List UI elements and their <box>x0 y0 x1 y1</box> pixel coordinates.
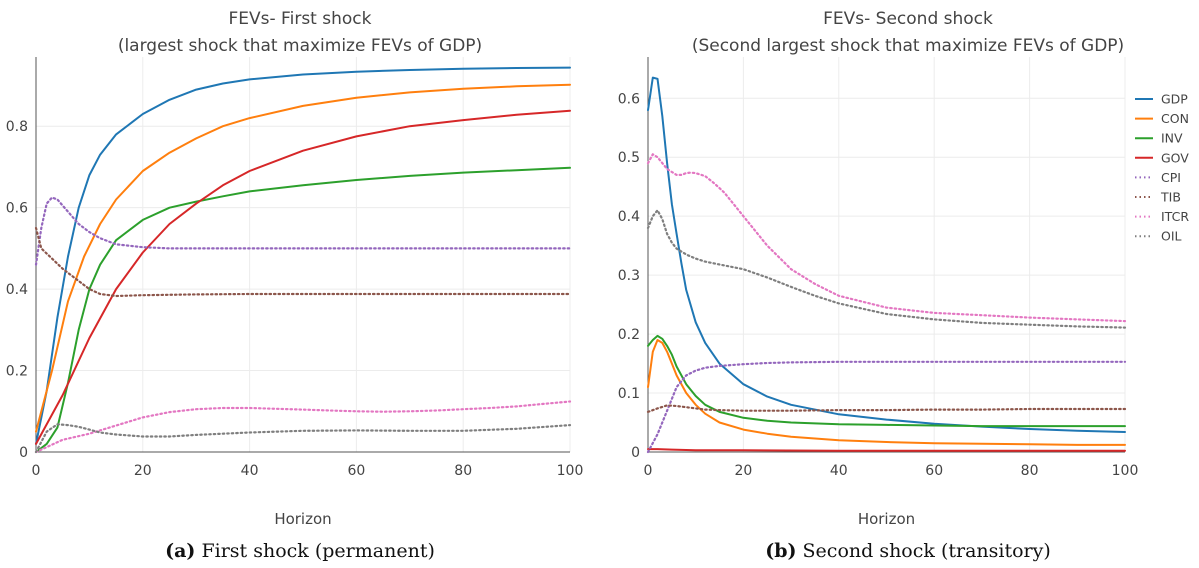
y-tick-label: 0.4 <box>6 282 28 298</box>
x-tick-label: 20 <box>734 463 752 479</box>
y-tick-label: 0.8 <box>6 119 28 135</box>
x-tick-label: 100 <box>557 463 584 479</box>
caption-a-text: First shock (permanent) <box>195 540 434 562</box>
legend-label-itcr: ITCR <box>1161 209 1189 224</box>
series-line-con <box>35 83 571 433</box>
x-tick-label: 100 <box>1112 463 1139 479</box>
y-tick-label: 0 <box>631 445 640 461</box>
y-tick-label: 0.6 <box>6 201 28 217</box>
x-tick-label: 40 <box>241 463 259 479</box>
series-line-itcr <box>34 400 572 454</box>
y-tick-label: 0.3 <box>618 268 640 284</box>
caption-b-tag: (b) <box>765 540 796 562</box>
y-tick-label: 0.6 <box>618 91 640 107</box>
y-tick-label: 0 <box>19 445 28 461</box>
legend-label-oil: OIL <box>1161 229 1182 244</box>
legend-label-cpi: CPI <box>1161 170 1181 185</box>
x-tick-label: 60 <box>925 463 943 479</box>
caption-b: (b) Second shock (transitory) <box>765 540 1051 562</box>
series-line-cpi <box>646 360 1127 454</box>
chart-subtitle: (largest shock that maximize FEVs of GDP… <box>118 36 482 56</box>
series-line-tib <box>34 226 572 298</box>
chart-title: FEVs- First shock <box>229 9 372 29</box>
series-line-con <box>647 339 1126 446</box>
x-tick-label: 0 <box>644 463 653 479</box>
series-line-gov <box>35 109 571 445</box>
chart-title: FEVs- Second shock <box>823 9 993 29</box>
x-tick-label: 40 <box>830 463 848 479</box>
x-tick-label: 0 <box>32 463 41 479</box>
x-tick-label: 20 <box>134 463 152 479</box>
caption-a: (a) First shock (permanent) <box>165 540 435 562</box>
legend-label-inv: INV <box>1161 131 1183 146</box>
y-tick-label: 0.2 <box>6 364 28 380</box>
y-tick-label: 0.2 <box>618 327 640 343</box>
x-axis-label: Horizon <box>858 510 915 528</box>
series-line-cpi <box>34 196 572 266</box>
x-tick-label: 80 <box>1021 463 1039 479</box>
x-tick-label: 60 <box>347 463 365 479</box>
series-line-gdp <box>35 66 571 445</box>
x-axis-label: Horizon <box>274 510 331 528</box>
legend-label-gov: GOV <box>1161 150 1189 165</box>
series-line-oil <box>646 209 1127 329</box>
series-line-oil <box>34 423 572 454</box>
series-line-gdp <box>647 76 1126 433</box>
panel-b: FEVs- Second shock (Second largest shock … <box>618 9 1190 528</box>
caption-a-tag: (a) <box>165 540 195 562</box>
y-tick-label: 0.1 <box>618 386 640 402</box>
legend-label-con: CON <box>1161 111 1189 126</box>
x-tick-label: 80 <box>454 463 472 479</box>
series-line-itcr <box>646 153 1127 323</box>
legend-label-gdp: GDP <box>1161 92 1188 107</box>
y-tick-label: 0.5 <box>618 150 640 166</box>
caption-b-text: Second shock (transitory) <box>797 540 1051 562</box>
series-line-gov <box>647 448 1126 452</box>
series-line-inv <box>647 334 1126 428</box>
series-line-tib <box>646 404 1127 413</box>
chart-subtitle: (Second largest shock that maximize FEVs… <box>692 36 1124 56</box>
y-tick-label: 0.4 <box>618 209 640 225</box>
legend-label-tib: TIB <box>1160 190 1181 205</box>
panel-a: FEVs- First shock (largest shock that max… <box>6 9 584 528</box>
